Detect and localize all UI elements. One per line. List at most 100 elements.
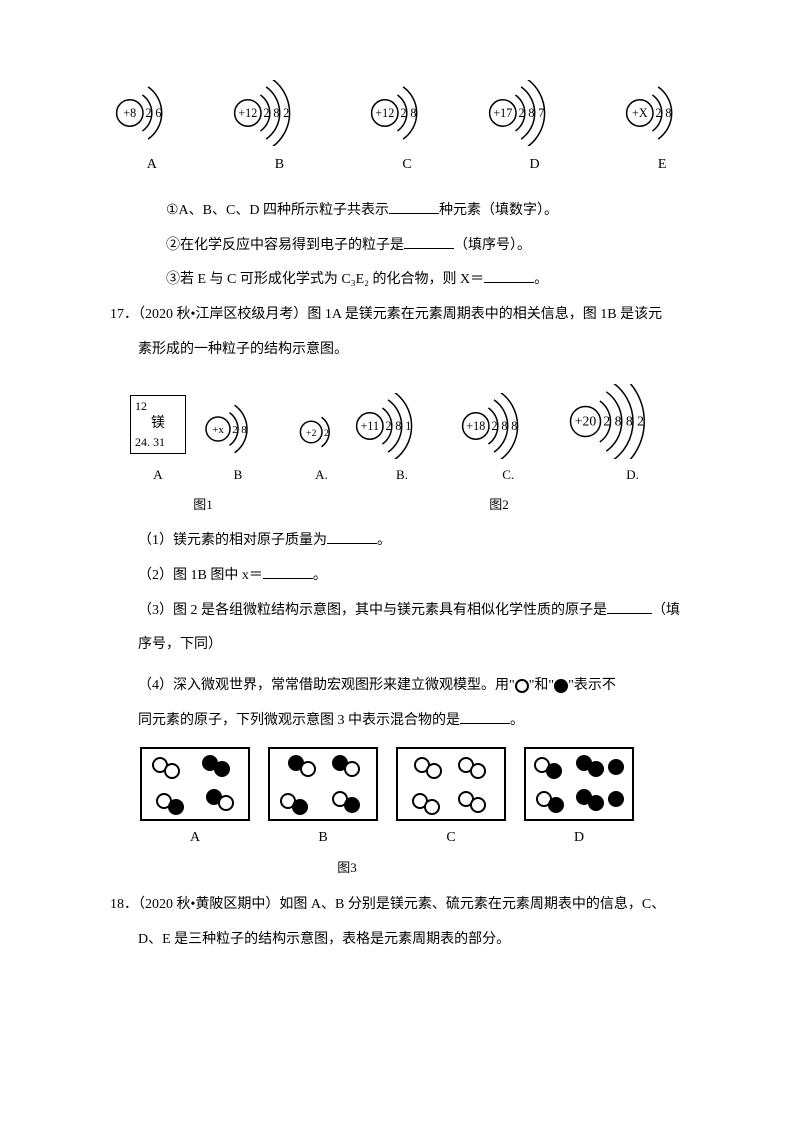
q-source: （2020 秋•黄陂区期中）	[138, 897, 279, 912]
fig1-b-atom: +x 28 B	[200, 399, 276, 490]
atomic-number: 12	[135, 398, 181, 415]
svg-text:2: 2	[324, 428, 329, 439]
blank	[263, 563, 313, 579]
svg-text:+18: +18	[467, 419, 486, 433]
atom-diagram-icon: +202882	[563, 384, 703, 459]
text: 序号，下同）	[138, 637, 222, 652]
atomic-mass: 24. 31	[135, 434, 181, 451]
atom-diagram-icon: +11 281	[350, 393, 453, 459]
fig1-fig2-row: 12 镁 24. 31 A +x28B 图1 +22A.+11281B.+182…	[130, 384, 704, 520]
atom-diagram-icon: +1228	[365, 80, 449, 146]
text: ①A、B、C、D 四种所示粒子共表示	[166, 203, 389, 218]
atom-label: B.	[350, 461, 453, 490]
atom-diagram-icon: +12282	[228, 80, 331, 146]
svg-text:8: 8	[614, 413, 621, 428]
svg-text:2: 2	[518, 106, 524, 120]
text: 图 1A 是镁元素在元素周期表中的相关信息，图 1B 是该元	[307, 307, 662, 322]
blank	[484, 267, 534, 283]
blank	[607, 598, 652, 614]
text: （4）深入微观世界，常常借助宏观图形来建立微观模型。用"	[138, 678, 515, 693]
svg-text:2: 2	[386, 419, 392, 433]
svg-text:2: 2	[401, 106, 407, 120]
text: 。	[510, 713, 524, 728]
svg-text:8: 8	[502, 419, 508, 433]
text: ②在化学反应中容易得到电子的粒子是	[166, 238, 404, 253]
svg-text:1: 1	[406, 419, 412, 433]
q-number: 18．	[110, 897, 138, 912]
svg-text:+X: +X	[632, 106, 648, 120]
atom-label: C	[365, 150, 449, 181]
svg-text:+12: +12	[376, 106, 395, 120]
svg-text:8: 8	[396, 419, 402, 433]
q17-p3: （3）图 2 是各组微粒结构示意图，其中与镁元素具有相似化学性质的原子是 （填	[110, 596, 704, 627]
atom-block: +1228C	[365, 80, 449, 181]
fig2-group: +22A.+11281B.+18288C.+202882D. 图2	[294, 384, 704, 520]
svg-text:2: 2	[232, 424, 238, 436]
text: "和"	[529, 678, 554, 693]
text: （填	[652, 603, 680, 618]
q17-header: 17．（2020 秋•江岸区校级月考）图 1A 是镁元素在元素周期表中的相关信息…	[110, 300, 704, 331]
atom-label: A	[110, 150, 194, 181]
q-number: 17．	[110, 307, 138, 322]
fig1-caption: 图1	[130, 491, 276, 520]
svg-text:+x: +x	[212, 424, 224, 436]
text: （填序号）。	[454, 238, 531, 253]
element-name: 镁	[135, 414, 181, 434]
svg-text:8: 8	[241, 424, 247, 436]
text: 。	[377, 533, 391, 548]
atom-block: +12282B	[228, 80, 331, 181]
fig1-group: 12 镁 24. 31 A +x 28 B 图1	[130, 395, 276, 520]
svg-text:2: 2	[283, 106, 289, 120]
atom-label: D	[483, 150, 586, 181]
svg-text:2: 2	[637, 413, 644, 428]
text: 素形成的一种粒子的结构示意图。	[138, 342, 348, 357]
q17-p4d: 同元素的原子，下列微观示意图 3 中表示混合物的是 。	[110, 706, 704, 737]
atom-label: A.	[295, 461, 347, 490]
blank	[404, 233, 454, 249]
atom-label: C.	[456, 461, 559, 490]
text: 种元素（填数字）。	[439, 203, 558, 218]
svg-text:8: 8	[625, 413, 632, 428]
mix-box-d	[524, 747, 634, 821]
atom-diagram-icon: +17287	[483, 80, 586, 146]
text: 。	[534, 272, 548, 287]
text: 同元素的原子，下列微观示意图 3 中表示混合物的是	[138, 713, 460, 728]
atom-label: E	[620, 150, 704, 181]
text: ③若 E 与 C 可形成化学式为 C₃E₂ 的化合物，则 X＝	[166, 272, 484, 287]
atom-block: +826A	[110, 80, 194, 181]
mix-box-b	[268, 747, 378, 821]
q-source: （2020 秋•江岸区校级月考）	[138, 307, 307, 322]
top-atom-row: +826A+12282B+1228C+17287D+X28E	[110, 80, 704, 181]
element-box-wrap: 12 镁 24. 31 A	[130, 395, 186, 490]
svg-text:2: 2	[603, 413, 610, 428]
fig3-label-a: A	[140, 823, 250, 854]
atom-diagram-icon: +x 28	[200, 399, 276, 459]
atom-block: +X 28 E	[620, 80, 704, 181]
q16-line3: ③若 E 与 C 可形成化学式为 C₃E₂ 的化合物，则 X＝ 。	[110, 265, 704, 296]
q17-p2: （2）图 1B 图中 x＝ 。	[110, 561, 704, 592]
text: 。	[313, 568, 327, 583]
text: "表示不	[568, 678, 616, 693]
q16-line2: ②在化学反应中容易得到电子的粒子是 （填序号）。	[110, 231, 704, 262]
text: （2）图 1B 图中 x＝	[138, 568, 263, 583]
text: （3）图 2 是各组微粒结构示意图，其中与镁元素具有相似化学性质的原子是	[138, 603, 607, 618]
svg-text:+8: +8	[123, 106, 136, 120]
q17-p3c: 序号，下同）	[110, 630, 704, 661]
white-circle-icon	[515, 679, 529, 693]
svg-text:8: 8	[666, 106, 672, 120]
atom-block: +2 2 A.	[295, 405, 347, 490]
atom-block: +18288C.	[456, 393, 559, 490]
svg-text:2: 2	[656, 106, 662, 120]
element-box: 12 镁 24. 31	[130, 395, 186, 454]
svg-text:+17: +17	[493, 106, 512, 120]
svg-text:+2: +2	[306, 428, 317, 439]
mix-box-c	[396, 747, 506, 821]
q18-header: 18．（2020 秋•黄陂区期中）如图 A、B 分别是镁元素、硫元素在元素周期表…	[110, 890, 704, 921]
svg-text:7: 7	[538, 106, 544, 120]
q17-p1: （1）镁元素的相对原子质量为。	[110, 526, 704, 557]
svg-text:+11: +11	[361, 419, 379, 433]
q17-p4: （4）深入微观世界，常常借助宏观图形来建立微观模型。用" "和" "表示不	[110, 671, 704, 702]
fig1-b-label: B	[200, 461, 276, 490]
atom-block: +11 281 B.	[350, 393, 453, 490]
mix-box-a	[140, 747, 250, 821]
